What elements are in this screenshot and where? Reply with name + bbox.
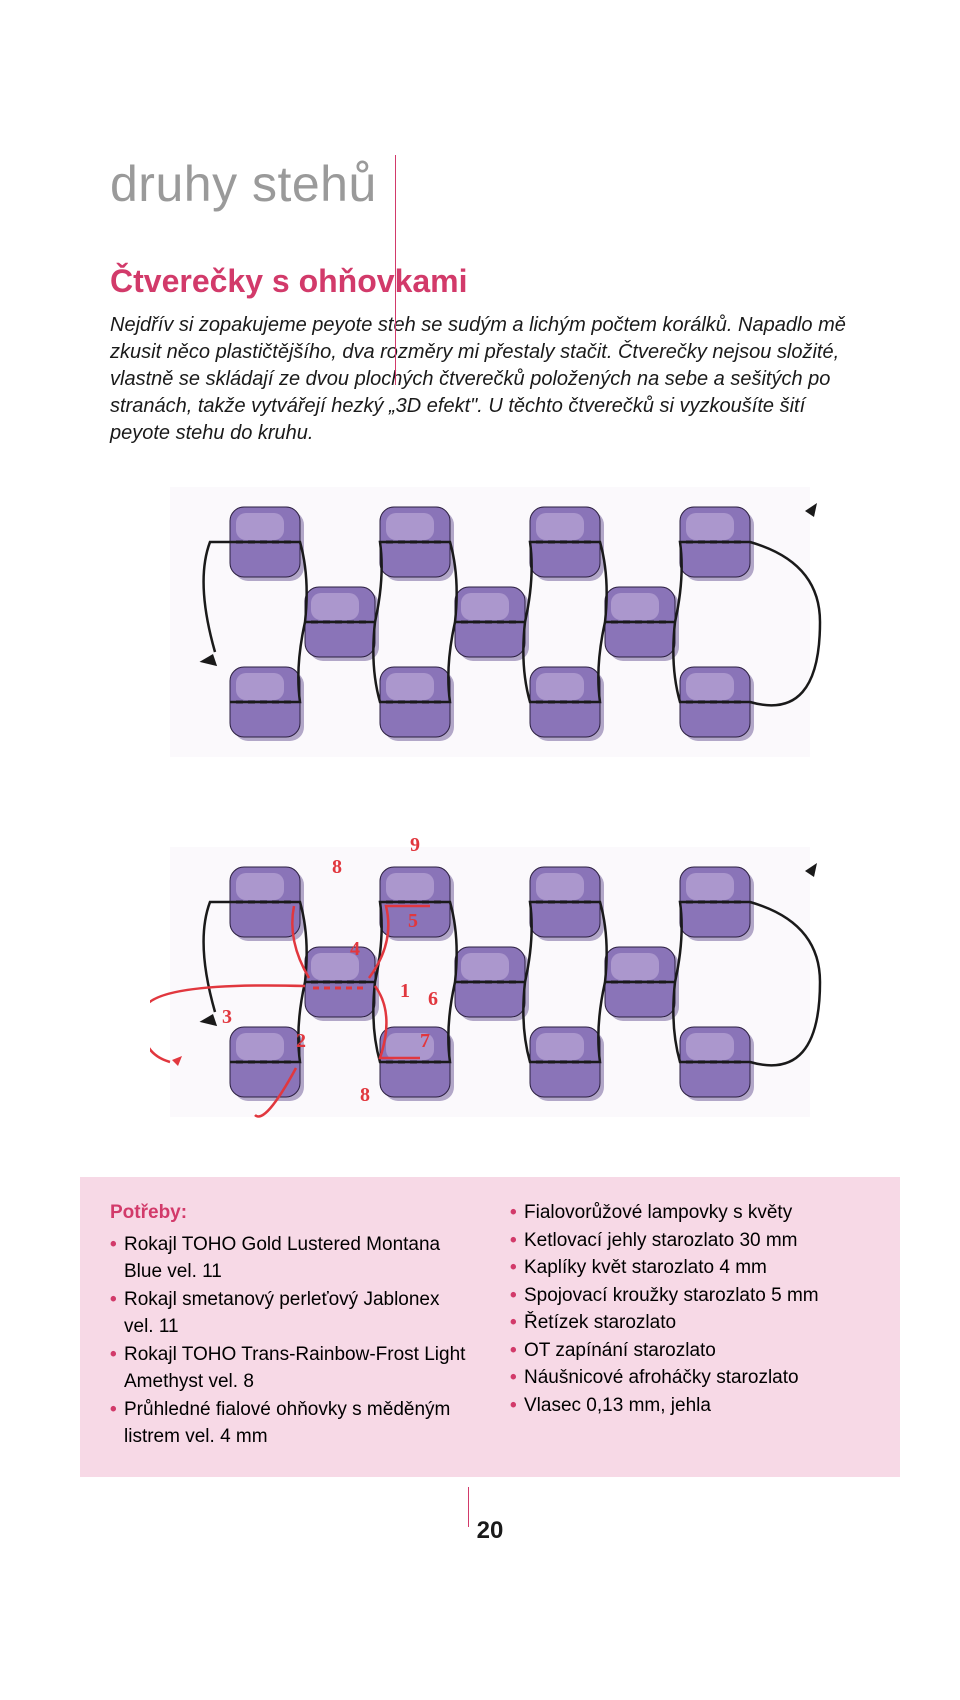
footer-divider — [468, 1487, 469, 1527]
svg-text:3: 3 — [222, 1006, 232, 1028]
materials-item: Rokajl TOHO Gold Lustered Montana Blue v… — [110, 1231, 470, 1286]
materials-list-right: Fialovorůžové lampovky s květyKetlovací … — [510, 1199, 870, 1419]
page-footer: 20 — [110, 1517, 870, 1575]
svg-text:4: 4 — [350, 938, 360, 960]
materials-item: OT zapínání starozlato — [510, 1337, 870, 1365]
beading-diagram-bottom: 9 8 5 4 16 3 2 7 8 — [150, 837, 830, 1127]
materials-item: Řetízek starozlato — [510, 1309, 870, 1337]
svg-text:8: 8 — [360, 1084, 370, 1106]
materials-column-left: Potřeby: Rokajl TOHO Gold Lustered Monta… — [110, 1199, 470, 1451]
materials-item: Rokajl smetanový perleťový Jablonex vel.… — [110, 1286, 470, 1341]
materials-item: Fialovorůžové lampovky s květy — [510, 1199, 870, 1227]
section-label: druhy stehů — [110, 155, 870, 213]
materials-item: Spojovací kroužky starozlato 5 mm — [510, 1282, 870, 1310]
page-number: 20 — [477, 1517, 504, 1544]
diagrams-container: 9 8 5 4 16 3 2 7 8 — [110, 477, 870, 1127]
svg-text:8: 8 — [332, 856, 342, 878]
materials-column-right: Fialovorůžové lampovky s květyKetlovací … — [510, 1199, 870, 1451]
materials-item: Ketlovací jehly starozlato 30 mm — [510, 1227, 870, 1255]
intro-paragraph: Nejdřív si zopakujeme peyote steh se sud… — [110, 312, 870, 447]
materials-box: Potřeby: Rokajl TOHO Gold Lustered Monta… — [80, 1177, 900, 1477]
materials-item: Vlasec 0,13 mm, jehla — [510, 1392, 870, 1420]
svg-text:1: 1 — [400, 980, 410, 1002]
materials-list-left: Rokajl TOHO Gold Lustered Montana Blue v… — [110, 1231, 470, 1451]
materials-item: Kaplíky květ starozlato 4 mm — [510, 1254, 870, 1282]
svg-text:2: 2 — [296, 1030, 306, 1052]
svg-text:5: 5 — [408, 910, 418, 932]
article-title: Čtverečky s ohňovkami — [110, 263, 870, 300]
beading-diagram-top — [150, 477, 830, 767]
materials-title: Potřeby: — [110, 1199, 470, 1227]
svg-text:9: 9 — [410, 837, 420, 856]
materials-item: Rokajl TOHO Trans-Rainbow-Frost Light Am… — [110, 1341, 470, 1396]
svg-text:7: 7 — [420, 1030, 430, 1052]
svg-text:6: 6 — [428, 988, 438, 1010]
materials-item: Náušnicové afroháčky starozlato — [510, 1364, 870, 1392]
header-divider — [395, 155, 396, 385]
materials-item: Průhledné fialové ohňovky s měděným list… — [110, 1396, 470, 1451]
